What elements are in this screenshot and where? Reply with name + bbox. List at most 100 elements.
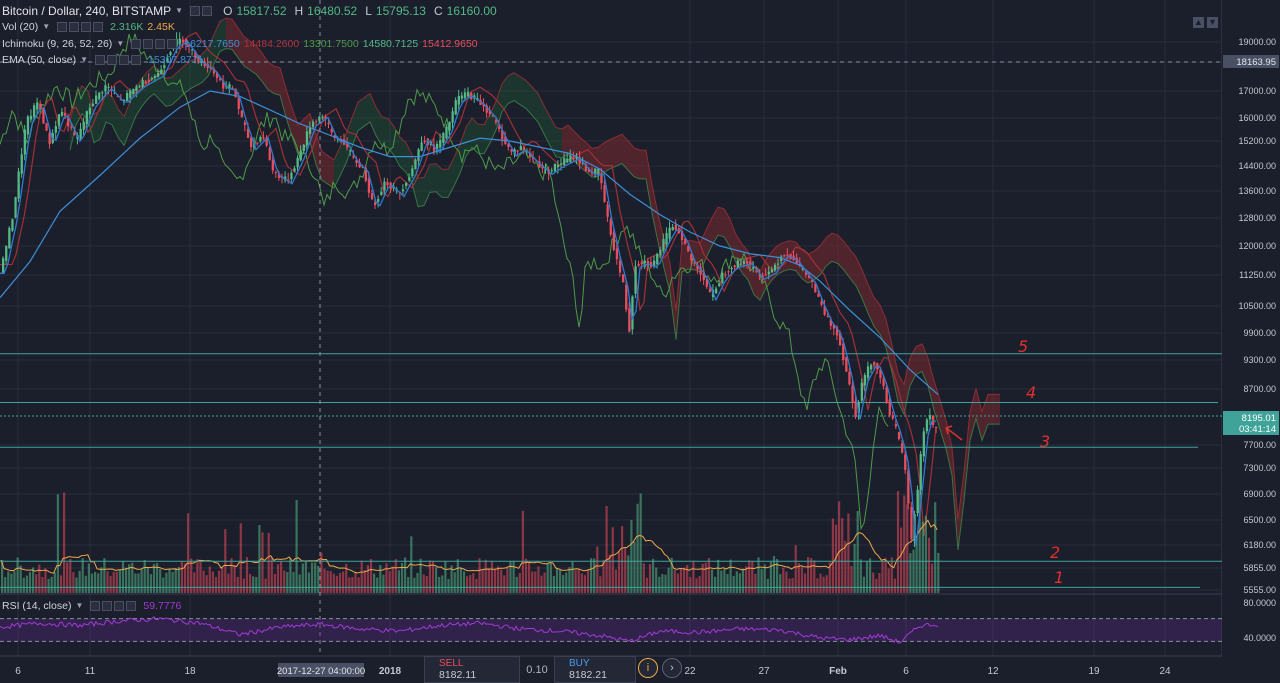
close-icon[interactable] [93,22,104,32]
volume-bar-3 [10,573,13,593]
candle-body-29 [91,103,95,107]
cloud-seg-30 [250,41,256,75]
candle-body-114 [355,159,358,164]
scroll-right-icon[interactable]: › [662,658,682,678]
candle-body-179 [556,164,560,168]
volume-bar-86 [267,532,270,593]
volume-bar-262 [813,560,816,593]
candle-body-8 [26,116,30,135]
volume-bar-175 [543,572,546,593]
candle-body-205 [637,263,640,266]
candle-body-247 [767,271,770,275]
symbol-title[interactable]: Bitcoin / Dollar, 240, BITSTAMP [2,4,172,18]
move-up-icon[interactable]: ▲ [1193,17,1204,28]
volume-bar-116 [360,560,363,593]
volume-bar-152 [472,573,475,593]
volume-bar-215 [667,567,670,593]
add-icon[interactable] [114,601,125,611]
volume-bar-23 [72,572,75,593]
settings-icon[interactable] [143,39,154,49]
candle-body-95 [296,157,299,168]
eye-icon[interactable] [57,22,68,32]
add-icon[interactable] [155,39,166,49]
candle-body-173 [538,161,541,168]
volume-bar-52 [162,577,165,593]
volume-bar-76 [236,576,239,593]
candle-body-183 [569,155,572,163]
volume-bar-10 [32,567,35,593]
sell-button[interactable]: SELL 8182.11 [424,656,520,683]
annotation-label-3: 3 [1040,432,1050,451]
candle-body-133 [414,159,417,170]
candle-body-211 [656,253,659,265]
cloud-seg-63 [448,157,454,198]
volume-bar-30 [94,571,97,593]
x-tick-label: 27 [758,666,770,677]
cloud-seg-38 [298,119,304,155]
cloud-seg-144 [934,380,940,430]
cloud-seg-149 [964,411,970,501]
cloud-seg-60 [430,163,436,193]
cloud-seg-6 [106,93,112,125]
volume-bar-279 [865,560,869,593]
candle-body-144 [448,121,451,131]
volume-bar-277 [859,559,862,593]
compare-icon[interactable] [202,6,213,16]
volume-bar-229 [710,569,714,593]
cloud-seg-137 [892,344,898,402]
candle-body-5 [17,171,20,199]
cloud-seg-69 [484,114,490,154]
volume-bar-28 [87,563,90,593]
chevron-down-icon[interactable]: ▼ [175,6,184,15]
rsi-label[interactable]: RSI (14, close) [2,600,72,612]
volume-bar-274 [850,565,853,593]
candle-body-248 [770,269,774,273]
ema-label[interactable]: EMA (50, close) [2,54,77,66]
candle-body-201 [625,285,628,310]
volume-bar-19 [59,575,63,593]
volume-bar-2 [7,571,10,593]
add-icon[interactable] [81,22,92,32]
close-icon[interactable] [131,55,142,65]
cloud-seg-96 [646,150,652,213]
chevron-down-icon[interactable]: ▼ [42,22,51,31]
settings-icon[interactable] [107,55,118,65]
chevron-down-icon[interactable]: ▼ [75,601,84,610]
close-icon[interactable] [167,39,178,49]
candle-body-68 [212,68,216,74]
candle-body-181 [563,158,566,165]
volume-bar-249 [772,556,776,593]
cloud-seg-48 [358,97,364,131]
candle-body-157 [488,110,491,115]
x-tick-label: 24 [1159,666,1171,677]
chevron-down-icon[interactable]: ▼ [80,55,89,64]
vol-label[interactable]: Vol (20) [2,21,39,33]
candle-body-129 [401,189,405,192]
move-down-icon[interactable]: ▼ [1207,17,1218,28]
eye-icon[interactable] [131,39,142,49]
settings-icon[interactable] [102,601,113,611]
close-icon[interactable] [126,601,137,611]
ichimoku-label[interactable]: Ichimoku (9, 26, 52, 26) [2,38,113,50]
chevron-down-icon[interactable]: ▼ [116,39,125,48]
cloud-seg-20 [190,57,196,89]
ichimoku-lagging-value: 13301.7500 [303,38,359,50]
info-icon[interactable]: i [638,658,658,678]
cloud-seg-5 [100,93,106,140]
volume-bar-245 [760,568,763,593]
volume-bar-162 [503,575,506,593]
eye-icon[interactable] [95,55,106,65]
volume-bar-7 [22,577,25,593]
ohlc-close-key: C [433,4,443,18]
settings-icon[interactable] [69,22,80,32]
volume-bar-267 [828,562,831,593]
buy-button[interactable]: BUY 8182.21 [554,656,636,683]
settings-icon[interactable] [190,6,201,16]
add-icon[interactable] [119,55,130,65]
cloud-seg-8 [118,108,124,146]
candle-body-50 [157,73,160,77]
candle-body-49 [153,75,157,78]
eye-icon[interactable] [90,601,101,611]
candle-body-146 [454,100,457,115]
